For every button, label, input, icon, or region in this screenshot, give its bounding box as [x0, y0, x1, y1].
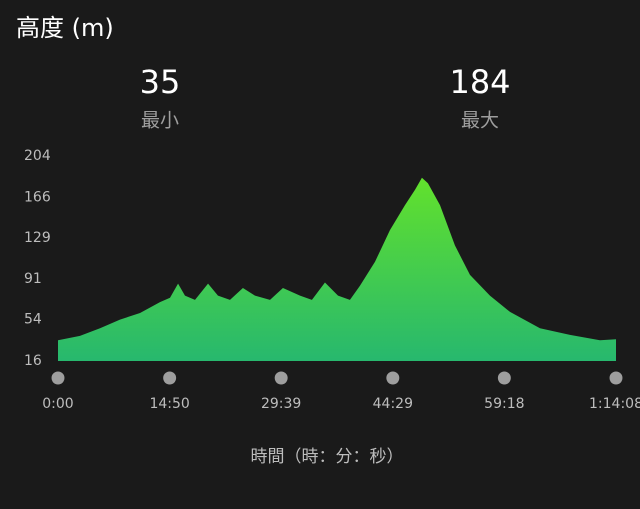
x-tick-label: 29:39	[261, 396, 301, 412]
x-tick-dot	[274, 371, 288, 385]
x-tick-label: 44:29	[373, 396, 413, 412]
x-tick-label: 0:00	[42, 396, 73, 412]
x-tick-dot	[609, 371, 623, 385]
y-tick-label: 129	[24, 230, 51, 246]
y-tick-label: 91	[24, 271, 42, 287]
x-tick-dot	[163, 371, 177, 385]
y-tick-label: 54	[24, 312, 42, 328]
y-tick-label: 204	[24, 148, 51, 164]
elevation-area	[58, 177, 616, 361]
x-tick-dot	[386, 371, 400, 385]
y-tick-label: 166	[24, 189, 51, 205]
x-tick-label: 59:18	[484, 396, 524, 412]
x-tick-label: 14:50	[149, 396, 189, 412]
x-tick-dot	[497, 371, 511, 385]
stat-value: 184	[449, 63, 510, 101]
stat-label: 最小	[141, 110, 179, 132]
stat-value: 35	[140, 63, 181, 101]
x-axis-label: 時間（時：分：秒）	[251, 447, 404, 467]
x-tick-label: 1:14:08	[589, 396, 640, 412]
x-tick-dot	[51, 371, 65, 385]
title: 高度 (m)	[16, 14, 114, 42]
stat-label: 最大	[461, 110, 499, 132]
y-tick-label: 16	[24, 353, 42, 369]
